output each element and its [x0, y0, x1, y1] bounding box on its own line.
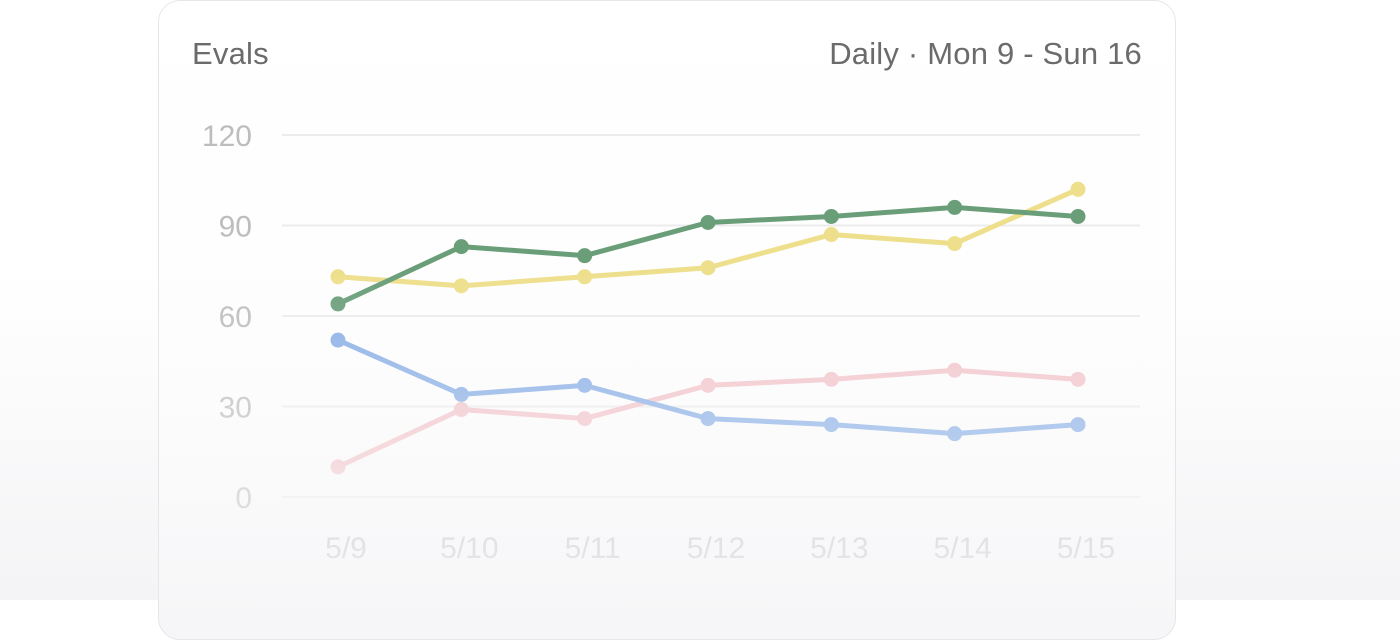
data-point [700, 411, 716, 427]
chart-title: Evals [192, 36, 269, 71]
data-point [1070, 371, 1086, 387]
data-point [577, 411, 593, 427]
data-point [330, 459, 346, 475]
data-point [700, 377, 716, 393]
x-tick-label: 5/11 [565, 532, 621, 565]
x-tick-label: 5/15 [1057, 532, 1115, 565]
x-tick-label: 5/9 [325, 532, 367, 565]
data-point [947, 362, 963, 378]
data-point [1070, 208, 1086, 224]
data-point [700, 214, 716, 230]
data-point [577, 377, 593, 393]
data-point [453, 402, 469, 418]
data-point [330, 296, 346, 312]
data-point [823, 208, 839, 224]
data-point [823, 371, 839, 387]
y-tick-label: 0 [235, 482, 252, 515]
data-point [330, 332, 346, 348]
x-tick-label: 5/12 [687, 532, 745, 565]
data-point [453, 278, 469, 294]
x-tick-label: 5/13 [810, 532, 868, 565]
data-point [823, 227, 839, 243]
data-point [577, 248, 593, 264]
x-tick-label: 5/14 [933, 532, 991, 565]
data-point [823, 417, 839, 433]
y-tick-label: 120 [202, 120, 252, 153]
data-point [577, 269, 593, 285]
y-tick-label: 60 [219, 301, 252, 334]
data-point [330, 269, 346, 285]
y-tick-label: 30 [219, 392, 252, 425]
data-point [453, 386, 469, 402]
x-tick-label: 5/10 [440, 532, 498, 565]
line-chart: 0 30 60 90 120 5/9 5/10 5/11 5/12 5/13 5/14 5/15 [202, 120, 1140, 565]
data-point [453, 239, 469, 255]
data-point [947, 236, 963, 252]
y-tick-label: 90 [219, 211, 252, 244]
date-range-label: Daily · Mon 9 - Sun 16 [829, 36, 1142, 71]
data-point [700, 260, 716, 276]
data-point [1070, 181, 1086, 197]
chart-card [158, 0, 1176, 640]
data-point [947, 426, 963, 442]
data-point [947, 199, 963, 215]
data-point [1070, 417, 1086, 433]
